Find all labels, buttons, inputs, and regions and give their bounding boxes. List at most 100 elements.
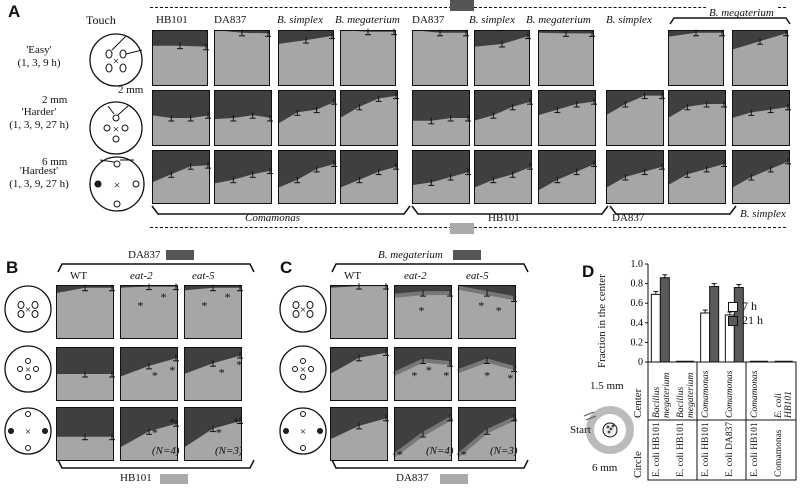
panel-a-harder-cell-0 (152, 90, 211, 146)
easy-assay-diagram: × (89, 33, 143, 87)
col-header-b-simplex: B. simplex (277, 14, 323, 26)
panel-a-easy-cell-9-light (732, 32, 788, 86)
panel-a-harder-cell-7 (606, 90, 665, 146)
panel-c-harder-wt-light (330, 352, 388, 401)
panel-c-hardest-eat5-frame (458, 407, 516, 461)
panel-c-hardest-eat2: * (392, 407, 453, 461)
svg-text:×: × (25, 364, 31, 376)
panel-c-hardest-eat5-asterisk: * (461, 447, 467, 461)
panel-b-harder-wt-light (56, 374, 114, 401)
panel-c-easy-eat2-frame (394, 285, 452, 339)
panel-a-easy-cell-8 (668, 29, 725, 86)
center-name-cell: Comamonas (701, 370, 711, 418)
panel-a-harder-cell-3-light (340, 95, 398, 146)
panel-b-hardest-eat5: ** (184, 407, 243, 461)
harder-row-name: 'Harder' (21, 106, 57, 118)
panel-b-hardest-eat2-asterisk: * (152, 426, 158, 440)
panel-a-harder-cell-2-light (278, 101, 336, 146)
panel-c-hardest-eat2-light (394, 417, 452, 461)
panel-a-hardest-cell-2 (278, 150, 337, 204)
panel-b-hardest-eat5-light (184, 420, 242, 461)
svg-text:×: × (25, 426, 31, 438)
panel-b-harder-wt-frame (56, 347, 114, 401)
panel-d-table-lines (647, 361, 797, 481)
hardest-row-name: 'Hardest' (19, 165, 59, 177)
panel-b-hardest-eat5-frame (184, 407, 242, 461)
panel-b-easy-eat5-light (184, 287, 242, 339)
panel-b-harder-eat2-asterisk: * (169, 363, 175, 377)
panel-b-bottom-strain: HB101 (120, 472, 152, 484)
col-header-b-megaterium-3: B. megaterium (706, 7, 777, 19)
panel-d-bar (659, 277, 670, 363)
col-header-hb101: HB101 (156, 14, 188, 26)
panel-b-hardest-wt-frame (56, 407, 114, 461)
panel-a-harder-cell-8-light (668, 104, 726, 146)
svg-text:×: × (300, 364, 306, 376)
panel-d-bar (700, 312, 711, 363)
panel-d-bar (709, 286, 720, 363)
legend-7h-swatch (728, 302, 738, 312)
panel-a-hardest-cell-5-light (474, 166, 532, 204)
center-name-cell: Bacillus megaterium (652, 372, 672, 418)
panel-a-harder-cell-3-frame (340, 90, 398, 146)
panel-a-hardest-cell-0 (152, 150, 211, 204)
panel-a-harder-cell-6-frame (538, 90, 596, 146)
panel-d-letter: D (582, 262, 595, 281)
panel-a-harder-cell-9-light (732, 106, 790, 146)
panel-b-hardest-eat5-asterisk: * (233, 415, 239, 429)
center-name-cell: Bacillus megaterium (676, 372, 696, 418)
panel-a-hardest-cell-2-light (278, 163, 336, 204)
panel-b-top-key (166, 250, 194, 260)
hardest-row-label: 'Hardest' (1, 3, 9, 27 h) (4, 165, 74, 191)
panel-c-harder-eat5-frame (458, 347, 516, 401)
panel-c-harder-wt (330, 347, 389, 401)
panel-b-top-strain: DA837 (128, 249, 161, 261)
panel-c-hardest-wt-frame (330, 407, 388, 461)
panel-c-easy-eat5-frame (458, 285, 516, 339)
panel-a-harder-cell-6 (538, 90, 597, 146)
panel-c-easy-eat5-light (458, 287, 516, 339)
panel-a-easy-cell-6-frame (538, 30, 594, 86)
panel-c-hardest-eat2-asterisk: * (397, 447, 403, 461)
panel-c-hardest-eat5: * (456, 407, 517, 461)
easy-row-name: 'Easy' (26, 44, 52, 56)
panel-d-bar (650, 293, 661, 363)
panel-b-easy-eat5-asterisk: * (225, 290, 231, 304)
b-megaterium-bracket (669, 17, 791, 25)
panel-a-hardest-cell-0-frame (152, 150, 210, 204)
col-header-da837-2: DA837 (412, 14, 445, 26)
panel-a-hardest-cell-6-frame (538, 150, 596, 204)
legend-7h-label: 7 h (742, 299, 757, 313)
panel-a-hardest-cell-6-light (538, 163, 596, 204)
panel-b-easy-eat2-light (120, 286, 178, 339)
panel-a-harder-cell-5-frame (474, 90, 532, 146)
panel-b-n-eat2: (N=4) (152, 445, 180, 457)
panel-c-hardest-eat2-frame (394, 407, 452, 461)
panel-a-easy-cell-1-light (214, 30, 270, 86)
panel-b-letter: B (6, 258, 19, 277)
panel-c-easy-eat5: * * (457, 285, 517, 339)
panel-a-easy-cell-2-light (278, 35, 334, 86)
panel-b-diagram-hardest: × (4, 407, 52, 455)
panel-d-ytick-label: 0 (638, 357, 643, 368)
panel-c-easy-eat2-asterisk: * (418, 304, 424, 318)
panel-a-harder-cell-1-frame (214, 90, 272, 146)
panel-b-harder-eat5-asterisk: * (236, 358, 242, 372)
panel-b-harder-eat5-light (184, 355, 242, 401)
svg-text:×: × (300, 304, 306, 316)
panel-c-harder-eat5-light (458, 360, 516, 401)
panel-a-easy-cell-3-frame (340, 30, 396, 86)
panel-a-harder-cell-0-frame (152, 90, 210, 146)
panel-a-easy-cell-0-light (152, 45, 208, 86)
panel-a-harder-cell-9-frame (732, 90, 790, 146)
panel-d-ytick-label: 1.0 (631, 259, 644, 270)
panel-c-n-eat2: (N=4) (426, 445, 454, 457)
panel-b-easy-wt-light (56, 287, 114, 339)
panel-a-hardest-cell-7-light (606, 166, 664, 204)
panel-d-start-label: Start (570, 424, 591, 436)
panel-b-hardest-eat5-asterisk: * (216, 426, 222, 440)
panel-a-hardest-cell-8 (668, 150, 727, 204)
panel-a-harder-cell-0-light (152, 115, 210, 146)
legend-21h-swatch (728, 316, 738, 326)
panel-c-harder-eat2-light (394, 360, 452, 401)
